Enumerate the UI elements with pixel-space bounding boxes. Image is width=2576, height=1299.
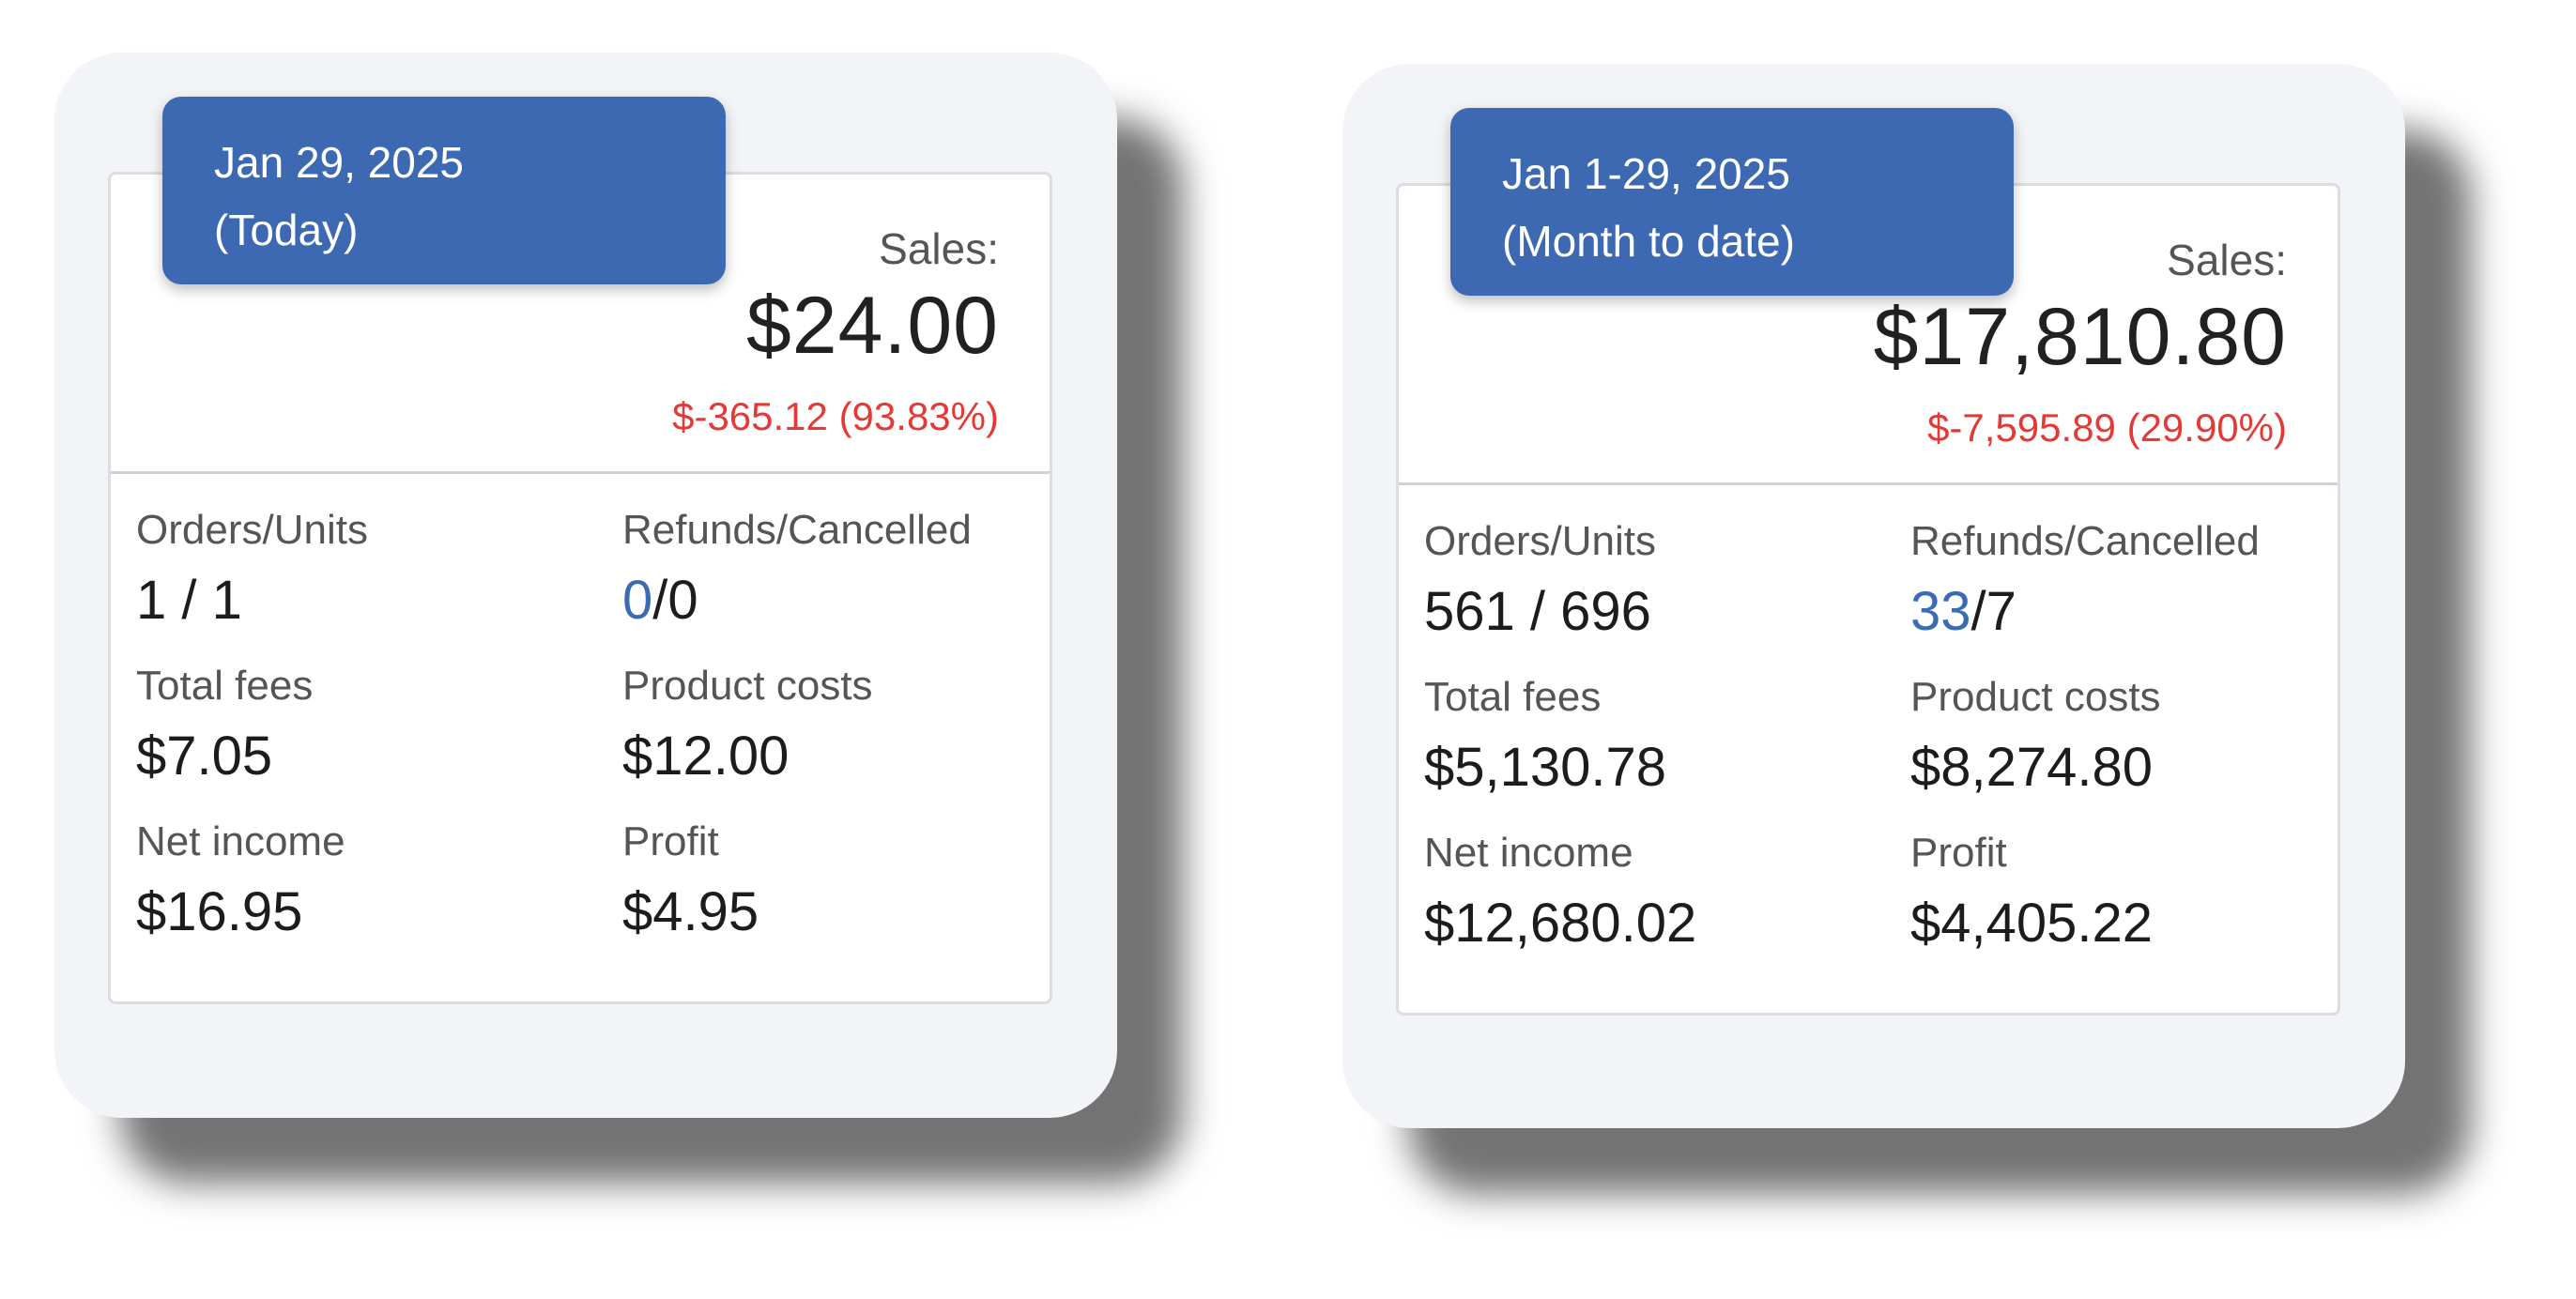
orders-value: 1 / 1 <box>136 570 242 631</box>
fees-metric: Total fees $5,130.78 <box>1424 673 1910 801</box>
orders-metric: Orders/Units 561 / 696 <box>1424 517 1910 645</box>
fees-value: $7.05 <box>136 726 273 787</box>
costs-value: $8,274.80 <box>1910 737 2154 798</box>
refunds-metric: Refunds/Cancelled 33/7 <box>1910 517 2342 645</box>
date-period: (Today) <box>214 206 359 254</box>
net-income-label: Net income <box>136 818 345 864</box>
profit-label: Profit <box>622 818 719 864</box>
date-range: Jan 29, 2025 <box>214 138 465 187</box>
orders-metric: Orders/Units 1 / 1 <box>136 506 622 634</box>
net-income-value: $12,680.02 <box>1424 893 1697 954</box>
sales-change: $-7,595.89 (29.90%) <box>1927 405 2287 450</box>
profit-metric: Profit $4,405.22 <box>1910 829 2342 956</box>
today-summary-panel: Sales: $24.00 $-365.12 (93.83%) Orders/U… <box>54 53 1117 1118</box>
net-income-metric: Net income $12,680.02 <box>1424 829 1910 956</box>
costs-metric: Product costs $12.00 <box>622 662 1054 789</box>
refunds-count-link[interactable]: 33 <box>1910 581 1971 642</box>
sales-value: $17,810.80 <box>1873 292 2287 382</box>
sales-value: $24.00 <box>745 281 999 371</box>
metrics-grid: Orders/Units 1 / 1 Refunds/Cancelled 0/0… <box>111 474 1050 945</box>
refunds-count-link[interactable]: 0 <box>622 570 653 631</box>
refunds-label: Refunds/Cancelled <box>1910 518 2260 564</box>
costs-label: Product costs <box>1910 674 2161 720</box>
profit-value: $4,405.22 <box>1910 893 2154 954</box>
costs-label: Product costs <box>622 663 873 709</box>
sales-label: Sales: <box>2167 236 2287 284</box>
costs-metric: Product costs $8,274.80 <box>1910 673 2342 801</box>
fees-value: $5,130.78 <box>1424 737 1667 798</box>
month-to-date-summary-panel: Sales: $17,810.80 $-7,595.89 (29.90%) Or… <box>1342 64 2405 1128</box>
net-income-metric: Net income $16.95 <box>136 818 622 945</box>
sales-change: $-365.12 (93.83%) <box>672 394 999 438</box>
sales-header: Sales: $24.00 $-365.12 (93.83%) <box>111 175 1050 474</box>
profit-label: Profit <box>1910 830 2007 876</box>
cancelled-count: /0 <box>652 570 698 631</box>
date-range: Jan 1-29, 2025 <box>1502 149 1790 198</box>
refunds-label: Refunds/Cancelled <box>622 507 972 553</box>
fees-label: Total fees <box>1424 674 1602 720</box>
net-income-label: Net income <box>1424 830 1633 876</box>
date-period: (Month to date) <box>1502 217 1795 266</box>
cancelled-count: /7 <box>1970 581 2016 642</box>
date-badge: Jan 1-29, 2025 (Month to date) <box>1450 108 2014 296</box>
refunds-metric: Refunds/Cancelled 0/0 <box>622 506 1054 634</box>
net-income-value: $16.95 <box>136 881 303 942</box>
sales-header: Sales: $17,810.80 $-7,595.89 (29.90%) <box>1399 186 2338 485</box>
summary-card: Sales: $24.00 $-365.12 (93.83%) Orders/U… <box>108 172 1052 1004</box>
profit-value: $4.95 <box>622 881 759 942</box>
summary-card: Sales: $17,810.80 $-7,595.89 (29.90%) Or… <box>1396 183 2340 1016</box>
profit-metric: Profit $4.95 <box>622 818 1054 945</box>
refunds-value: 0/0 <box>622 568 1054 634</box>
orders-label: Orders/Units <box>1424 518 1656 564</box>
costs-value: $12.00 <box>622 726 790 787</box>
sales-label: Sales: <box>879 224 999 273</box>
fees-label: Total fees <box>136 663 314 709</box>
metrics-grid: Orders/Units 561 / 696 Refunds/Cancelled… <box>1399 485 2338 956</box>
fees-metric: Total fees $7.05 <box>136 662 622 789</box>
refunds-value: 33/7 <box>1910 579 2342 645</box>
date-badge: Jan 29, 2025 (Today) <box>162 97 726 284</box>
orders-label: Orders/Units <box>136 507 368 553</box>
orders-value: 561 / 696 <box>1424 581 1651 642</box>
